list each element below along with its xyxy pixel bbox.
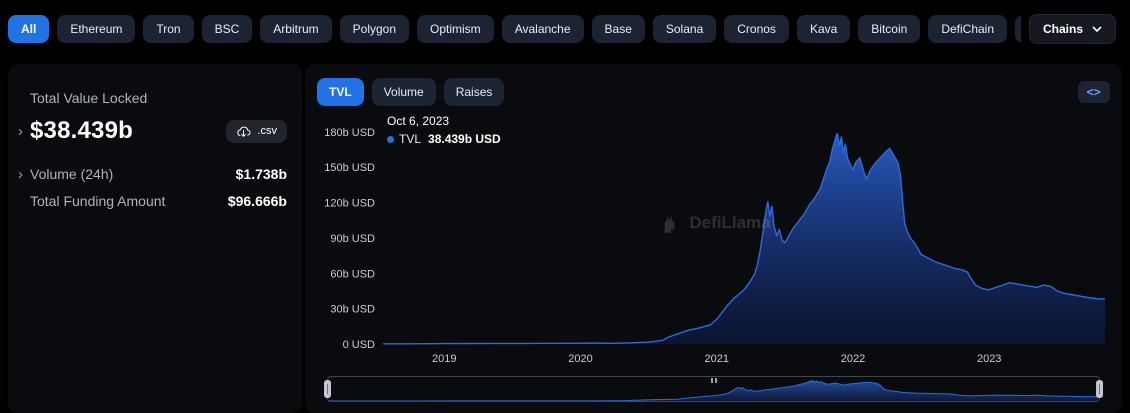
chain-pill-cronos[interactable]: Cronos — [724, 15, 789, 43]
main-content: Total Value Locked › $38.439b .csv › Volu… — [0, 58, 1130, 413]
svg-text:2022: 2022 — [841, 353, 865, 365]
svg-text:2021: 2021 — [705, 353, 729, 365]
chart-tab-list: TVL Volume Raises — [317, 78, 505, 106]
svg-text:120b USD: 120b USD — [324, 198, 375, 210]
chains-filter-bar: All Ethereum Tron BSC Arbitrum Polygon Optimis… — [0, 0, 1130, 58]
chart-range-navigator[interactable] — [324, 376, 1103, 402]
chart-panel: TVL Volume Raises <> 0 USD 30b USD 60b USD 90… — [305, 64, 1122, 413]
svg-text:30b USD: 30b USD — [330, 304, 375, 316]
stat-value: $96.666b — [227, 193, 287, 209]
expand-chevron-icon[interactable]: › — [18, 165, 23, 183]
chain-pill-all[interactable]: All — [8, 15, 50, 43]
chain-pill-bsc[interactable]: BSC — [201, 15, 253, 43]
stats-panel: Total Value Locked › $38.439b .csv › Volu… — [8, 64, 302, 413]
chain-pill-base[interactable]: Base — [591, 15, 645, 43]
chain-pill-solana[interactable]: Solana — [652, 15, 717, 43]
chain-pill-optimism[interactable]: Optimism — [417, 15, 494, 43]
chart-tabs: TVL Volume Raises <> — [317, 78, 1110, 106]
chains-dropdown-button[interactable]: Chains — [1028, 14, 1116, 44]
chain-pill-tron[interactable]: Tron — [143, 15, 194, 43]
chain-pill-arbitrum[interactable]: Arbitrum — [260, 15, 332, 43]
navigator-left-handle[interactable] — [324, 380, 331, 398]
chain-pill-ethereum[interactable]: Ethereum — [57, 15, 136, 43]
chain-pill-avalanche[interactable]: Avalanche — [501, 15, 584, 43]
chain-pill-pulsechain[interactable]: PulseChain — [1015, 15, 1021, 43]
tab-raises[interactable]: Raises — [443, 78, 505, 106]
tvl-value-row: › $38.439b .csv — [18, 117, 287, 145]
svg-text:2023: 2023 — [977, 353, 1001, 365]
download-csv-button[interactable]: .csv — [226, 119, 287, 143]
svg-text:150b USD: 150b USD — [324, 162, 375, 174]
chain-filter-list: All Ethereum Tron BSC Arbitrum Polygon Optimis… — [8, 15, 1021, 43]
tvl-label: Total Value Locked — [30, 90, 148, 106]
tab-volume[interactable]: Volume — [371, 78, 436, 106]
navigator-grip[interactable] — [710, 378, 717, 383]
chains-dropdown-label: Chains — [1042, 22, 1083, 36]
svg-text:0 USD: 0 USD — [343, 339, 375, 351]
expand-chevron-icon[interactable]: › — [18, 122, 23, 140]
chain-pill-bitcoin[interactable]: Bitcoin — [858, 15, 921, 43]
embed-chart-button[interactable]: <> — [1077, 81, 1110, 103]
stat-row: Total Funding Amount $96.666b — [18, 193, 287, 209]
csv-button-label: .csv — [257, 125, 277, 137]
svg-text:2019: 2019 — [432, 353, 456, 365]
chevron-down-icon — [1092, 26, 1102, 32]
chain-pill-defichain[interactable]: DefiChain — [928, 15, 1008, 43]
navigator-right-handle[interactable] — [1096, 380, 1103, 398]
stat-label: Volume (24h) — [30, 166, 114, 182]
stat-row[interactable]: › Volume (24h) $1.738b — [18, 166, 287, 182]
svg-text:90b USD: 90b USD — [330, 233, 375, 245]
svg-text:60b USD: 60b USD — [330, 268, 375, 280]
svg-text:180b USD: 180b USD — [324, 127, 375, 139]
tvl-area-chart: 0 USD 30b USD 60b USD 90b USD 120b USD 150b U… — [324, 127, 1105, 365]
stats-rows: › Volume (24h) $1.738b Total Funding Amount… — [18, 166, 287, 209]
navigator-mini-chart — [328, 380, 1098, 401]
chain-pill-polygon[interactable]: Polygon — [339, 15, 410, 43]
chain-pill-kava[interactable]: Kava — [796, 15, 851, 43]
tab-tvl[interactable]: TVL — [317, 78, 364, 106]
stat-value: $1.738b — [235, 166, 287, 182]
tvl-chart[interactable]: 0 USD 30b USD 60b USD 90b USD 120b USD 150b U… — [317, 112, 1110, 370]
svg-text:2020: 2020 — [568, 353, 592, 365]
cloud-download-icon — [237, 126, 251, 137]
tvl-value: $38.439b — [30, 117, 134, 144]
stat-label: Total Funding Amount — [30, 193, 166, 209]
